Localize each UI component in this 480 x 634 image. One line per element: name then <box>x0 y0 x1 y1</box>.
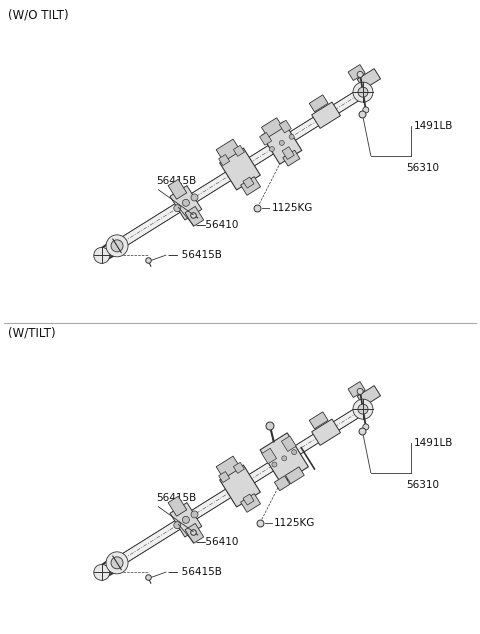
Polygon shape <box>185 207 204 226</box>
Circle shape <box>94 564 110 580</box>
Text: 56310: 56310 <box>406 163 439 172</box>
Circle shape <box>363 107 369 113</box>
Circle shape <box>357 389 363 394</box>
Polygon shape <box>309 412 328 429</box>
Circle shape <box>106 552 128 574</box>
Polygon shape <box>218 155 229 165</box>
Circle shape <box>292 450 297 455</box>
Polygon shape <box>283 150 300 166</box>
Circle shape <box>272 462 277 467</box>
Polygon shape <box>233 145 244 157</box>
Text: — 56415B: — 56415B <box>168 567 222 577</box>
Circle shape <box>279 140 284 145</box>
Polygon shape <box>286 467 304 484</box>
Circle shape <box>353 82 373 102</box>
Polygon shape <box>281 436 296 451</box>
Text: 1125KG: 1125KG <box>271 203 313 212</box>
Polygon shape <box>114 88 366 250</box>
Text: 1491LB: 1491LB <box>414 437 453 448</box>
Circle shape <box>269 146 275 152</box>
Polygon shape <box>168 179 187 199</box>
Polygon shape <box>309 95 328 112</box>
Polygon shape <box>262 448 276 463</box>
Polygon shape <box>170 186 202 220</box>
Circle shape <box>174 205 181 212</box>
Polygon shape <box>275 476 290 491</box>
Polygon shape <box>357 68 381 89</box>
Polygon shape <box>216 456 240 479</box>
Text: (W/O TILT): (W/O TILT) <box>8 8 69 21</box>
Polygon shape <box>357 385 381 406</box>
Circle shape <box>358 87 368 97</box>
Polygon shape <box>262 118 283 138</box>
Text: — 56415B: — 56415B <box>168 250 222 260</box>
Circle shape <box>182 199 190 206</box>
Polygon shape <box>168 496 187 516</box>
Polygon shape <box>220 465 260 507</box>
Polygon shape <box>220 148 260 190</box>
Circle shape <box>191 511 198 518</box>
Text: —56410: —56410 <box>195 538 239 547</box>
Polygon shape <box>262 122 302 164</box>
Polygon shape <box>114 405 366 567</box>
Text: 1491LB: 1491LB <box>414 120 453 131</box>
Polygon shape <box>312 102 340 128</box>
Circle shape <box>174 522 181 529</box>
Polygon shape <box>260 133 272 145</box>
Text: 56310: 56310 <box>406 480 439 489</box>
Circle shape <box>266 422 274 430</box>
Text: 56415B: 56415B <box>156 176 197 186</box>
Polygon shape <box>185 524 204 543</box>
Circle shape <box>363 424 369 430</box>
Polygon shape <box>260 433 309 484</box>
Text: —56410: —56410 <box>195 221 239 230</box>
Polygon shape <box>216 139 240 162</box>
Circle shape <box>111 557 123 569</box>
Circle shape <box>94 247 110 263</box>
Polygon shape <box>282 146 294 159</box>
Polygon shape <box>218 472 229 482</box>
Text: (W/TILT): (W/TILT) <box>8 327 56 340</box>
Circle shape <box>111 240 123 252</box>
Polygon shape <box>312 419 340 445</box>
Polygon shape <box>240 177 261 195</box>
Polygon shape <box>279 120 291 133</box>
Circle shape <box>358 404 368 414</box>
Circle shape <box>182 516 190 523</box>
Polygon shape <box>348 65 365 81</box>
Circle shape <box>289 134 294 139</box>
Circle shape <box>353 399 373 419</box>
Text: 1125KG: 1125KG <box>274 518 315 528</box>
Polygon shape <box>243 177 254 188</box>
Polygon shape <box>233 462 244 474</box>
Text: 56415B: 56415B <box>156 493 197 503</box>
Circle shape <box>191 194 198 201</box>
Polygon shape <box>240 494 261 512</box>
Polygon shape <box>243 494 254 505</box>
Circle shape <box>357 72 363 77</box>
Circle shape <box>282 456 287 461</box>
Circle shape <box>106 235 128 257</box>
Polygon shape <box>348 382 365 398</box>
Polygon shape <box>170 503 202 537</box>
